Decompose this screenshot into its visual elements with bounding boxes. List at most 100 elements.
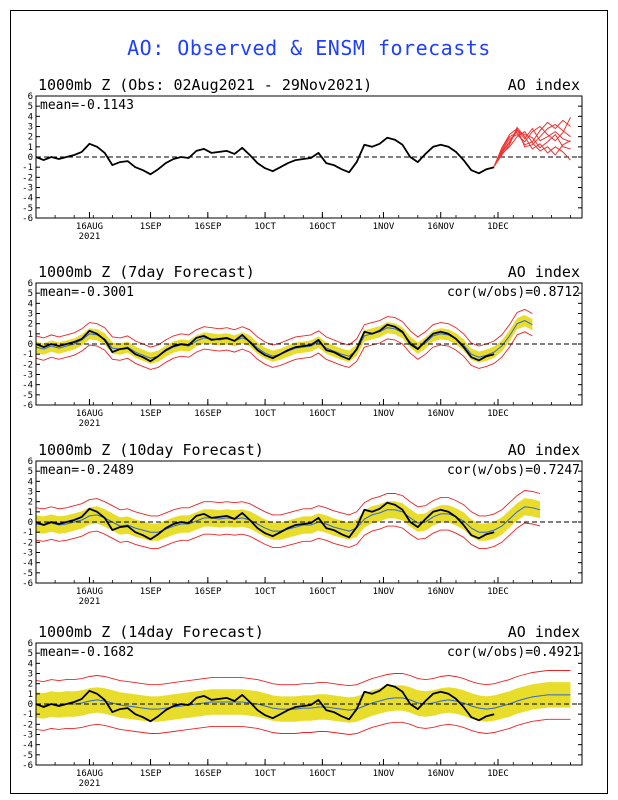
spread-upper-line [36,490,541,517]
spread-band [36,682,571,723]
x-tick-label: 1NOV [373,769,395,779]
x-tick-label: 16NOV [427,769,455,779]
y-tick-label: 0 [28,700,33,710]
plot-area [36,117,582,176]
x-tick-label: 16AUG [76,769,103,779]
correlation-label: cor(w/obs)=0.7247 [447,463,580,478]
x-tick-label: 1NOV [373,409,395,419]
y-tick-label: 3 [28,488,33,498]
panel-title: 1000mb Z (10day Forecast) [38,441,264,459]
y-tick-label: 3 [28,123,33,133]
y-tick-label: -2 [22,720,33,730]
ensemble-member-line [493,127,571,167]
x-tick-label: 1DEC [487,769,509,779]
y-tick-label: 6 [28,457,33,467]
correlation-label: cor(w/obs)=0.8712 [447,285,580,300]
x-tick-year: 2021 [79,419,101,429]
y-tick-label: 5 [28,102,33,112]
y-tick-label: 5 [28,649,33,659]
x-tick-label: 16SEP [194,587,222,597]
y-tick-label: -5 [22,569,33,579]
y-tick-label: 1 [28,690,33,700]
panel-right-label: AO index [508,441,580,459]
x-tick-label: 16AUG [76,409,103,419]
y-tick-label: 0 [28,518,33,528]
y-tick-label: -6 [22,401,33,411]
panel-right-label: AO index [508,76,580,94]
x-tick-year: 2021 [79,232,101,242]
plot-area [36,308,582,370]
x-tick-label: 16OCT [309,409,337,419]
correlation-label: cor(w/obs)=0.4921 [447,645,580,660]
spread-upper-line [36,670,571,687]
mean-label: mean=-0.2489 [40,463,134,478]
y-tick-label: -5 [22,391,33,401]
y-tick-label: -3 [22,184,33,194]
ensemble-member-line [493,129,571,167]
x-tick-label: 16SEP [194,409,222,419]
y-tick-label: 1 [28,330,33,340]
x-tick-label: 16NOV [427,409,455,419]
y-tick-label: 2 [28,680,33,690]
y-tick-label: 2 [28,320,33,330]
x-tick-label: 16NOV [427,587,455,597]
y-tick-label: -4 [22,381,33,391]
spread-upper-line [36,308,533,348]
observed-line [36,683,495,723]
y-tick-label: 2 [28,133,33,143]
y-tick-label: -2 [22,360,33,370]
observed-line [36,136,495,176]
y-tick-label: -6 [22,214,33,224]
spread-lower-line [36,522,541,549]
x-tick-label: 1NOV [373,587,395,597]
x-tick-label: 1OCT [254,409,276,419]
y-tick-label: 6 [28,92,33,102]
ensemble-member-line [493,123,571,167]
x-tick-label: 16AUG [76,587,103,597]
y-tick-label: -4 [22,741,33,751]
y-tick-label: -6 [22,761,33,771]
y-tick-label: -5 [22,751,33,761]
mean-label: mean=-0.1682 [40,645,134,660]
y-tick-label: -3 [22,549,33,559]
y-tick-label: -1 [22,710,33,720]
y-tick-label: 1 [28,508,33,518]
y-tick-label: -2 [22,173,33,183]
y-tick-label: -1 [22,350,33,360]
x-tick-label: 1SEP [140,222,162,232]
spread-lower-line [36,331,533,370]
y-tick-label: -3 [22,371,33,381]
observed-line [36,501,495,541]
panel-right-label: AO index [508,623,580,641]
y-tick-label: 5 [28,467,33,477]
x-tick-label: 1DEC [487,409,509,419]
y-tick-label: -1 [22,528,33,538]
panel-title: 1000mb Z (7day Forecast) [38,263,255,281]
panel-title: 1000mb Z (14day Forecast) [38,623,264,641]
y-tick-label: 6 [28,639,33,649]
panel-title: 1000mb Z (Obs: 02Aug2021 - 29Nov2021) [38,76,372,94]
y-tick-label: 4 [28,112,33,122]
x-tick-label: 1OCT [254,587,276,597]
forecast-mean-line [36,694,571,711]
plot-area [36,670,582,735]
x-tick-label: 1DEC [487,587,509,597]
y-tick-label: 3 [28,310,33,320]
x-tick-year: 2021 [79,597,101,607]
mean-label: mean=-0.3001 [40,285,134,300]
y-tick-label: -6 [22,579,33,589]
x-tick-label: 1SEP [140,769,162,779]
x-tick-label: 16SEP [194,222,222,232]
x-tick-label: 1OCT [254,769,276,779]
x-tick-label: 1OCT [254,222,276,232]
observed-line [36,323,495,363]
ensemble-member-line [493,119,571,167]
y-tick-label: -4 [22,559,33,569]
ensemble-member-line [493,126,571,167]
x-tick-label: 16OCT [309,222,337,232]
figure-title: AO: Observed & ENSM forecasts [127,36,491,60]
y-tick-label: -5 [22,204,33,214]
